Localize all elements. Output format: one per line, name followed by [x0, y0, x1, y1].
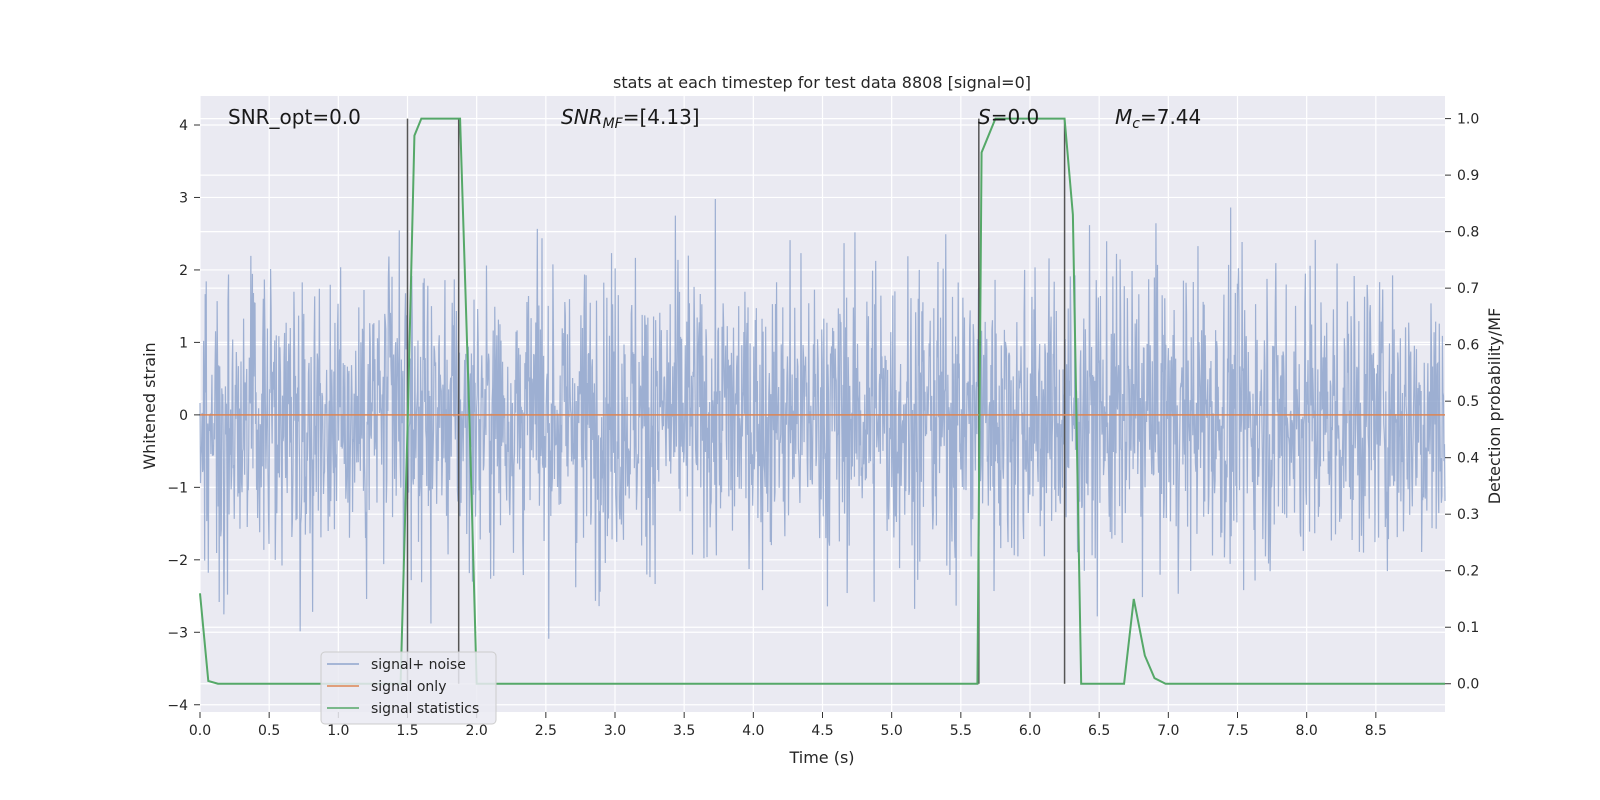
annotation-snr-mf-value: =[4.13] [623, 105, 700, 129]
y-tick-label: −4 [167, 698, 188, 714]
annotation-mc-value: =7.44 [1140, 105, 1201, 129]
y2-tick-label: 0.5 [1457, 394, 1479, 410]
x-tick-label: 5.5 [950, 723, 972, 739]
x-tick-label: 6.0 [1019, 723, 1041, 739]
x-tick-label: 8.0 [1296, 723, 1318, 739]
signal-statistics-line [199, 117, 1445, 685]
annotation-snr-mf-sub: MF [603, 116, 624, 132]
x-tick-label: 2.5 [535, 723, 557, 739]
y2-tick-label: 0.8 [1457, 225, 1479, 241]
y2-tick-label: 0.4 [1457, 451, 1479, 467]
legend-label-signal-plus-noise: signal+ noise [371, 657, 466, 673]
y-axis-ticks: 4 3 2 1 0 −1 −2 −3 −4 [167, 118, 200, 714]
legend-label-signal-only: signal only [371, 679, 446, 695]
y-tick-label: 2 [179, 263, 188, 279]
y2-tick-label: 0.1 [1457, 620, 1479, 636]
x-tick-label: 4.0 [742, 723, 764, 739]
y2-tick-label: 0.0 [1457, 677, 1479, 693]
legend: signal+ noise signal only signal statist… [320, 651, 497, 725]
signal-statistics-series [199, 117, 1445, 685]
x-tick-label: 7.0 [1157, 723, 1179, 739]
y2-axis-label: Detection probability/MF [1485, 308, 1504, 505]
y2-axis-ticks: 1.0 0.9 0.8 0.7 0.6 0.5 0.4 0.3 0.2 0.1 0.0 [1445, 112, 1479, 693]
y-tick-label: 0 [179, 408, 188, 424]
y-axis-label: Whitened strain [140, 342, 159, 469]
x-tick-label: 3.0 [604, 723, 626, 739]
x-tick-label: 6.5 [1088, 723, 1110, 739]
x-axis-label: Time (s) [788, 748, 854, 767]
x-tick-label: 1.0 [327, 723, 349, 739]
y2-tick-label: 0.3 [1457, 507, 1479, 523]
y2-tick-label: 0.6 [1457, 338, 1479, 354]
annotation-snr-mf-main: SNR [561, 105, 603, 129]
annotation-snr-opt: SNR_opt=0.0 [228, 105, 361, 129]
legend-box [320, 651, 497, 725]
y2-tick-label: 0.7 [1457, 281, 1479, 297]
x-tick-label: 7.5 [1226, 723, 1248, 739]
x-tick-label: 0.0 [189, 723, 211, 739]
annotation-s: S=0.0 [978, 105, 1039, 129]
x-tick-label: 2.0 [466, 723, 488, 739]
x-tick-label: 3.5 [673, 723, 695, 739]
y-tick-label: −1 [167, 480, 188, 496]
legend-label-signal-statistics: signal statistics [371, 701, 479, 717]
y2-tick-label: 0.2 [1457, 564, 1479, 580]
y-tick-label: −3 [167, 625, 188, 641]
annotation-snr-mf: SNRMF=[4.13] [561, 105, 700, 132]
chart-title: stats at each timestep for test data 880… [613, 73, 1031, 92]
annotation-s-main: S [978, 105, 991, 129]
annotation-mc-sub: c [1132, 116, 1140, 132]
y2-tick-label: 1.0 [1457, 112, 1479, 128]
annotation-mc-main: M [1115, 105, 1132, 129]
y-tick-label: 3 [179, 190, 188, 206]
y-tick-label: −2 [167, 553, 188, 569]
annotation-s-value: =0.0 [991, 105, 1040, 129]
x-axis-ticks: 0.0 0.5 1.0 1.5 2.0 2.5 3.0 3.5 4.0 4.5 5.0 5.5 6.0 6… [189, 712, 1387, 739]
y2-tick-label: 0.9 [1457, 168, 1479, 184]
x-tick-label: 0.5 [258, 723, 280, 739]
y-tick-label: 1 [179, 335, 188, 351]
x-tick-label: 5.0 [881, 723, 903, 739]
x-tick-label: 1.5 [396, 723, 418, 739]
annotation-mc: Mc=7.44 [1115, 105, 1201, 132]
x-tick-label: 4.5 [811, 723, 833, 739]
x-tick-label: 8.5 [1365, 723, 1387, 739]
y-tick-label: 4 [179, 118, 188, 134]
